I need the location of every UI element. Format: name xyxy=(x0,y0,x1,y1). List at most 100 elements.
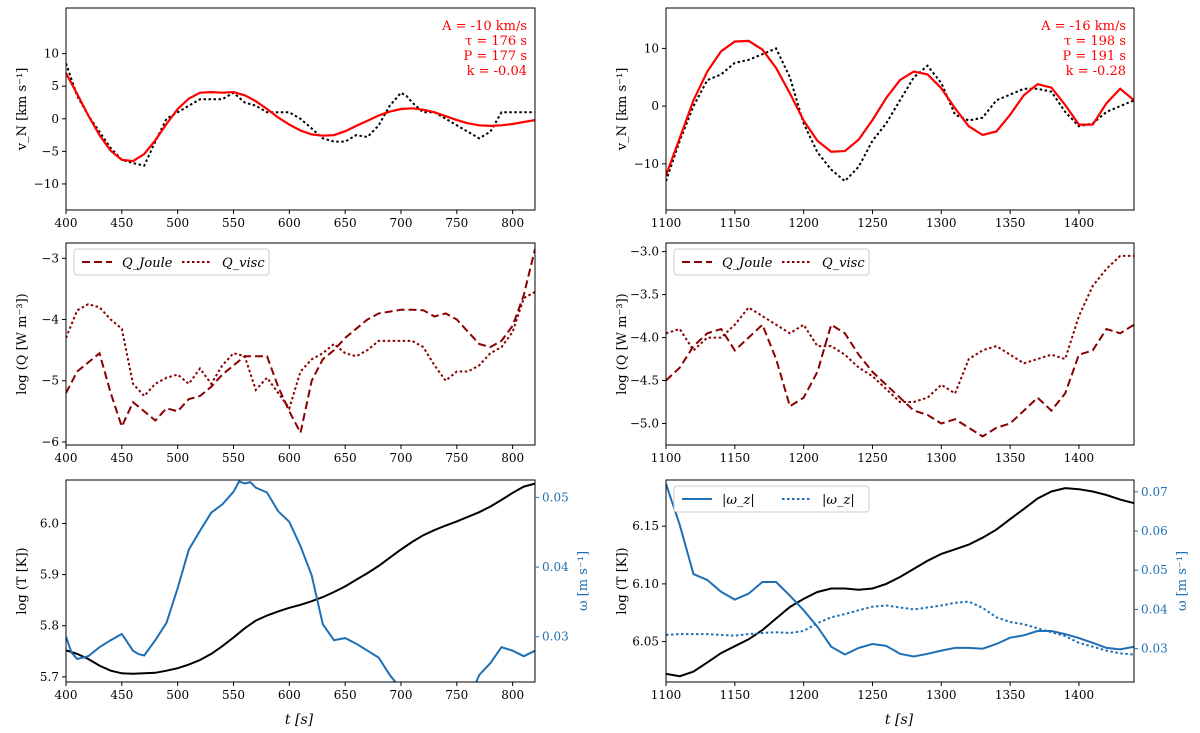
series-vN-left-1 xyxy=(66,72,535,163)
legend-label: Q_visc xyxy=(222,256,265,271)
y-tick-label: 10 xyxy=(44,47,59,61)
x-tick-label: 1100 xyxy=(651,451,682,465)
x-tick-label: 1300 xyxy=(926,451,957,465)
axes-frame xyxy=(65,7,536,211)
y-axis-label: log (Q [W m⁻³]) xyxy=(15,293,30,394)
x-axis-label-right: t [s] xyxy=(885,712,914,728)
y-tick-label: 6.0 xyxy=(40,516,59,530)
y-tick-label: 5.9 xyxy=(40,568,59,582)
legend-box xyxy=(73,248,270,276)
fit-annotation: A = -10 km/s xyxy=(441,19,527,34)
x-tick-label: 500 xyxy=(166,451,189,465)
x-tick-label: 1350 xyxy=(995,216,1026,230)
x-tick-label: 700 xyxy=(390,451,413,465)
axes-frame xyxy=(665,7,1135,211)
x-tick-label: 700 xyxy=(390,216,413,230)
y-tick-label: −3.0 xyxy=(630,245,659,259)
y2-tick-label: 0.03 xyxy=(542,630,569,644)
y-tick-label: 6.05 xyxy=(632,635,659,649)
y-tick-label: −4.5 xyxy=(630,374,659,388)
y-tick-label: −5.0 xyxy=(630,417,659,431)
x-tick-label: 1250 xyxy=(857,688,888,702)
legend: Q_Joule Q_visc xyxy=(73,248,270,276)
x-tick-label: 1150 xyxy=(720,451,751,465)
y-tick-label: −5 xyxy=(41,374,59,388)
series-vN-right-1 xyxy=(666,39,1134,176)
axes-frame xyxy=(665,479,1135,683)
x-tick-label: 400 xyxy=(55,688,78,702)
x-tick-label: 1400 xyxy=(1064,451,1095,465)
x-tick-label: 1250 xyxy=(857,451,888,465)
y-tick-label: 0 xyxy=(651,99,659,113)
y2-axis-label: ω [m s⁻¹] xyxy=(1175,551,1190,611)
x-tick-label: 1350 xyxy=(995,688,1026,702)
x-tick-label: 650 xyxy=(334,451,357,465)
x-tick-label: 600 xyxy=(278,451,301,465)
x-tick-label: 700 xyxy=(390,688,413,702)
series-T-right-2 xyxy=(666,600,1134,656)
x-tick-label: 1400 xyxy=(1064,216,1095,230)
y-tick-label: −6 xyxy=(41,435,59,449)
y-tick-label: 5.8 xyxy=(40,619,59,633)
y-tick-label: 6.15 xyxy=(632,519,659,533)
y2-tick-label: 0.07 xyxy=(1141,485,1168,499)
x-tick-label: 450 xyxy=(110,216,133,230)
x-tick-label: 450 xyxy=(110,688,133,702)
x-tick-label: 1300 xyxy=(926,216,957,230)
fit-annotation: k = -0.04 xyxy=(467,64,527,79)
axes-frame xyxy=(665,242,1135,446)
y-tick-label: −3.5 xyxy=(630,288,659,302)
x-tick-label: 750 xyxy=(445,216,468,230)
panel-T-right: 1100 1150 1200 1250 1300 1350 1400 6.05 6.10 6.15… xyxy=(615,479,1190,702)
y-tick-label: 6.10 xyxy=(632,577,659,591)
x-tick-label: 400 xyxy=(55,216,78,230)
series-vN-left-0 xyxy=(66,63,535,167)
x-tick-label: 800 xyxy=(501,688,524,702)
y2-tick-label: 0.04 xyxy=(542,560,569,574)
x-tick-label: 800 xyxy=(501,216,524,230)
x-tick-label: 800 xyxy=(501,451,524,465)
legend-label: |ω_z| xyxy=(722,493,755,508)
panel-Q-right: 1100 1150 1200 1250 1300 1350 1400 −5.0 −4.5 −4.0… xyxy=(615,242,1135,465)
panels: 400 450 500 550 600 650 700 750 800 −10 −5 0 5 10 v_N … xyxy=(15,7,1190,702)
y-tick-label: −5 xyxy=(41,144,59,158)
x-tick-label: 650 xyxy=(334,688,357,702)
y2-axis-label: ω [m s⁻¹] xyxy=(576,551,591,611)
y-axis-label: log (Q [W m⁻³]) xyxy=(615,293,630,394)
axes-frame xyxy=(65,242,536,446)
fit-annotation: τ = 176 s xyxy=(465,34,527,49)
x-tick-label: 1200 xyxy=(788,688,819,702)
y-axis-label: log (T [K]) xyxy=(15,547,30,614)
series-T-right-1 xyxy=(666,483,1134,658)
x-tick-label: 1100 xyxy=(651,216,682,230)
fit-annotation: P = 191 s xyxy=(1062,49,1126,64)
x-tick-label: 400 xyxy=(55,451,78,465)
x-tick-label: 600 xyxy=(278,688,301,702)
x-tick-label: 750 xyxy=(445,688,468,702)
series-Q-left-1 xyxy=(66,291,535,411)
y2-tick-label: 0.03 xyxy=(1141,642,1168,656)
series-T-left-0 xyxy=(66,482,535,675)
y-tick-label: −3 xyxy=(41,251,59,265)
fit-annotation: τ = 198 s xyxy=(1064,34,1126,49)
series-T-right-0 xyxy=(666,487,1134,678)
panel-Q-left: 400 450 500 550 600 650 700 750 800 −6 −5 −4 −3 log (… xyxy=(15,242,536,465)
series-Q-right-0 xyxy=(666,322,1134,438)
legend-box xyxy=(673,485,870,513)
x-tick-label: 750 xyxy=(445,451,468,465)
legend: Q_Joule Q_visc xyxy=(673,248,870,276)
legend-box xyxy=(673,248,870,276)
panel-vN-left: 400 450 500 550 600 650 700 750 800 −10 −5 0 5 10 v_N … xyxy=(15,7,536,230)
legend-label: Q_Joule xyxy=(122,256,173,271)
y-tick-label: 5.7 xyxy=(40,670,59,684)
panel-vN-right: 1100 1150 1200 1250 1300 1350 1400 −10 0 10 v_N [k… xyxy=(615,7,1135,230)
x-tick-label: 500 xyxy=(166,688,189,702)
y2-tick-label: 0.06 xyxy=(1141,524,1168,538)
x-tick-label: 600 xyxy=(278,216,301,230)
x-tick-label: 550 xyxy=(222,216,245,230)
x-tick-label: 1250 xyxy=(857,216,888,230)
y-tick-label: −4 xyxy=(41,313,59,327)
legend: |ω_z| |ω_z| xyxy=(673,485,870,513)
x-tick-label: 550 xyxy=(222,688,245,702)
legend-label: |ω_z| xyxy=(822,493,855,508)
